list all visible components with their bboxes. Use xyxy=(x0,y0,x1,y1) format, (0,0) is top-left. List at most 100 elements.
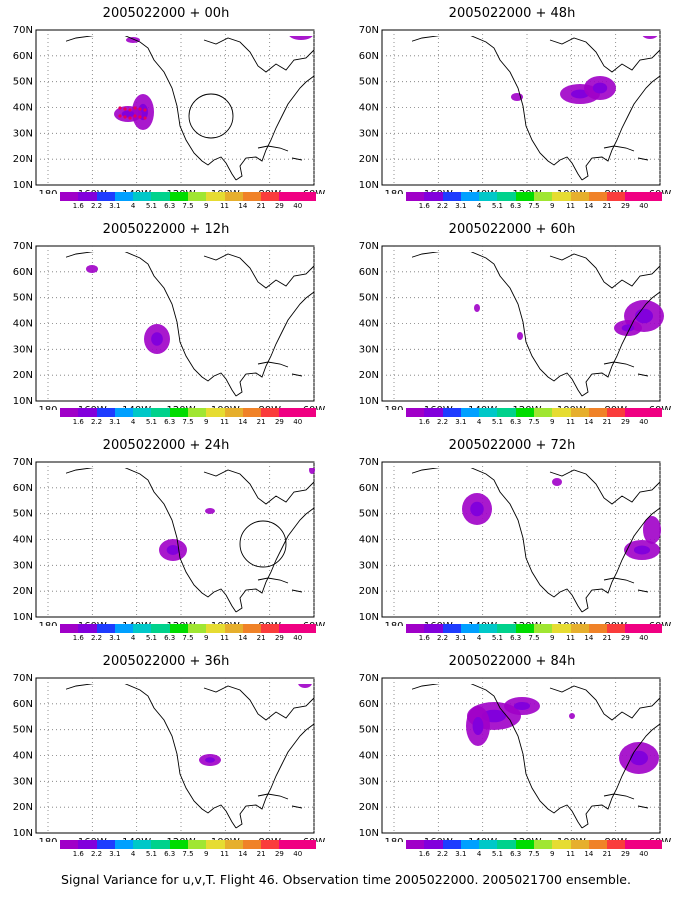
observation-point xyxy=(133,114,137,118)
variance-region xyxy=(642,36,658,39)
lon-tick-label: 80W xyxy=(604,405,627,410)
colorbar-label: 3.1 xyxy=(109,418,121,426)
map-plot: 70N 60N 50N 40N 30N 20N 10N 180 160W 140W 120W 100W… xyxy=(13,241,326,410)
lat-tick-label: 20N xyxy=(13,586,33,597)
colorbar-label: 4 xyxy=(476,850,482,858)
colorbar-swatch xyxy=(479,624,498,633)
colorbar-swatch xyxy=(261,624,280,633)
colorbar-swatch xyxy=(479,408,498,417)
lon-tick-label: 180 xyxy=(384,837,403,842)
colorbar-swatch xyxy=(570,840,589,849)
lon-tick-label: 80W xyxy=(258,621,281,626)
colorbar-swatch xyxy=(78,624,97,633)
lat-tick-label: 40N xyxy=(13,319,33,330)
lat-tick-label: 30N xyxy=(359,776,379,787)
variance-core xyxy=(635,308,653,324)
map-plot: 70N 60N 50N 40N 30N 20N 10N 180 160W 140W 120W 100W… xyxy=(13,457,326,626)
colorbar-swatch xyxy=(187,624,207,633)
lon-tick-label: 100W xyxy=(211,837,240,842)
colorbar-label: 3.1 xyxy=(455,634,467,642)
lat-tick-label: 50N xyxy=(359,293,379,304)
panel-title: 2005022000 + 00h xyxy=(102,6,230,21)
colorbar-label: 21 xyxy=(602,418,612,426)
lat-tick-label: 70N xyxy=(359,673,379,684)
colorbar-swatch xyxy=(460,408,480,417)
colorbar-label: 21 xyxy=(602,202,612,210)
lon-tick-label: 80W xyxy=(604,621,627,626)
variance-region xyxy=(289,36,313,40)
map-panel: 2005022000 + 24h 70N 60N 50N 40N 30N 20N 10N 180… xyxy=(6,438,326,648)
colorbar-label: 1.6 xyxy=(72,202,84,210)
lat-tick-label: 50N xyxy=(359,509,379,520)
colorbar-label: 21 xyxy=(602,850,612,858)
lat-tick-label: 10N xyxy=(13,396,33,407)
colorbar-label: 14 xyxy=(238,634,248,642)
colorbar-label: 4 xyxy=(130,202,136,210)
lat-tick-label: 60N xyxy=(13,267,33,278)
colorbar-label: 11 xyxy=(220,202,230,210)
lat-tick-label: 20N xyxy=(359,370,379,381)
colorbar-label: 29 xyxy=(274,202,284,210)
colorbar-swatch xyxy=(261,840,280,849)
colorbar-swatch xyxy=(297,840,316,849)
colorbar-swatch xyxy=(279,624,298,633)
colorbar-swatch xyxy=(96,408,115,417)
lon-tick-label: 160W xyxy=(424,837,453,842)
colorbar-label: 9 xyxy=(204,418,209,426)
map-plot: 70N 60N 50N 40N 30N 20N 10N 180 160W 140W 120W 100W… xyxy=(359,457,672,626)
variance-core xyxy=(621,324,635,332)
plot-frame xyxy=(381,29,661,186)
lat-tick-label: 20N xyxy=(359,802,379,813)
map-panel: 2005022000 + 60h 70N 60N 50N 40N 30N 20N 10N 180… xyxy=(352,222,672,432)
lat-tick-label: 30N xyxy=(13,128,33,139)
colorbar-label: 29 xyxy=(620,850,630,858)
colorbar-label: 40 xyxy=(293,418,303,426)
colorbar-swatch xyxy=(78,408,97,417)
lat-tick-label: 10N xyxy=(359,828,379,839)
colorbar-swatch xyxy=(424,624,443,633)
colorbar-label: 1.6 xyxy=(72,634,84,642)
colorbar-label: 2.2 xyxy=(90,634,103,642)
colorbar-swatch xyxy=(60,624,79,633)
panel-title: 2005022000 + 12h xyxy=(102,222,230,237)
colorbar-label: 7.5 xyxy=(182,634,194,642)
variance-region xyxy=(569,713,575,719)
colorbar-label: 6.3 xyxy=(164,850,176,858)
colorbar-swatch xyxy=(570,192,589,201)
colorbar-swatch xyxy=(187,192,207,201)
colorbar-swatch xyxy=(151,624,170,633)
lon-tick-label: 120W xyxy=(513,621,542,626)
colorbar-label: 11 xyxy=(566,418,576,426)
colorbar-label: 4 xyxy=(130,850,136,858)
lat-tick-label: 30N xyxy=(359,344,379,355)
panel-title: 2005022000 + 60h xyxy=(448,222,576,237)
colorbar-label: 4 xyxy=(476,634,482,642)
colorbar-label: 2.2 xyxy=(90,850,103,858)
variance-core xyxy=(166,545,180,555)
colorbar-swatch xyxy=(114,192,134,201)
colorbar-label: 40 xyxy=(293,850,303,858)
colorbar-label: 2.2 xyxy=(436,634,449,642)
lat-tick-label: 30N xyxy=(359,128,379,139)
colorbar-label: 29 xyxy=(620,418,630,426)
lat-tick-label: 70N xyxy=(13,457,33,468)
lat-tick-label: 10N xyxy=(359,396,379,407)
variance-region xyxy=(309,468,315,474)
lon-tick-label: 80W xyxy=(258,189,281,194)
lat-tick-label: 20N xyxy=(359,154,379,165)
variance-region xyxy=(643,516,661,544)
colorbar-label: 14 xyxy=(584,634,594,642)
colorbar-label: 11 xyxy=(220,418,230,426)
colorbar-swatch xyxy=(224,624,243,633)
lon-tick-label: 120W xyxy=(513,837,542,842)
map-plot: 70N 60N 50N 40N 30N 20N 10N 180 160W 140W 120W 100W… xyxy=(359,241,672,410)
colorbar-swatch xyxy=(497,624,516,633)
variance-core xyxy=(151,332,163,346)
lon-tick-label: 120W xyxy=(167,405,196,410)
lat-tick-label: 10N xyxy=(13,180,33,191)
lon-tick-label: 60W xyxy=(303,837,326,842)
map-panel: 2005022000 + 12h 70N 60N 50N 40N 30N 20N 10N 180… xyxy=(6,222,326,432)
colorbar-label: 2.2 xyxy=(90,202,103,210)
colorbar-label: 7.5 xyxy=(182,850,194,858)
colorbar-swatch xyxy=(187,408,207,417)
